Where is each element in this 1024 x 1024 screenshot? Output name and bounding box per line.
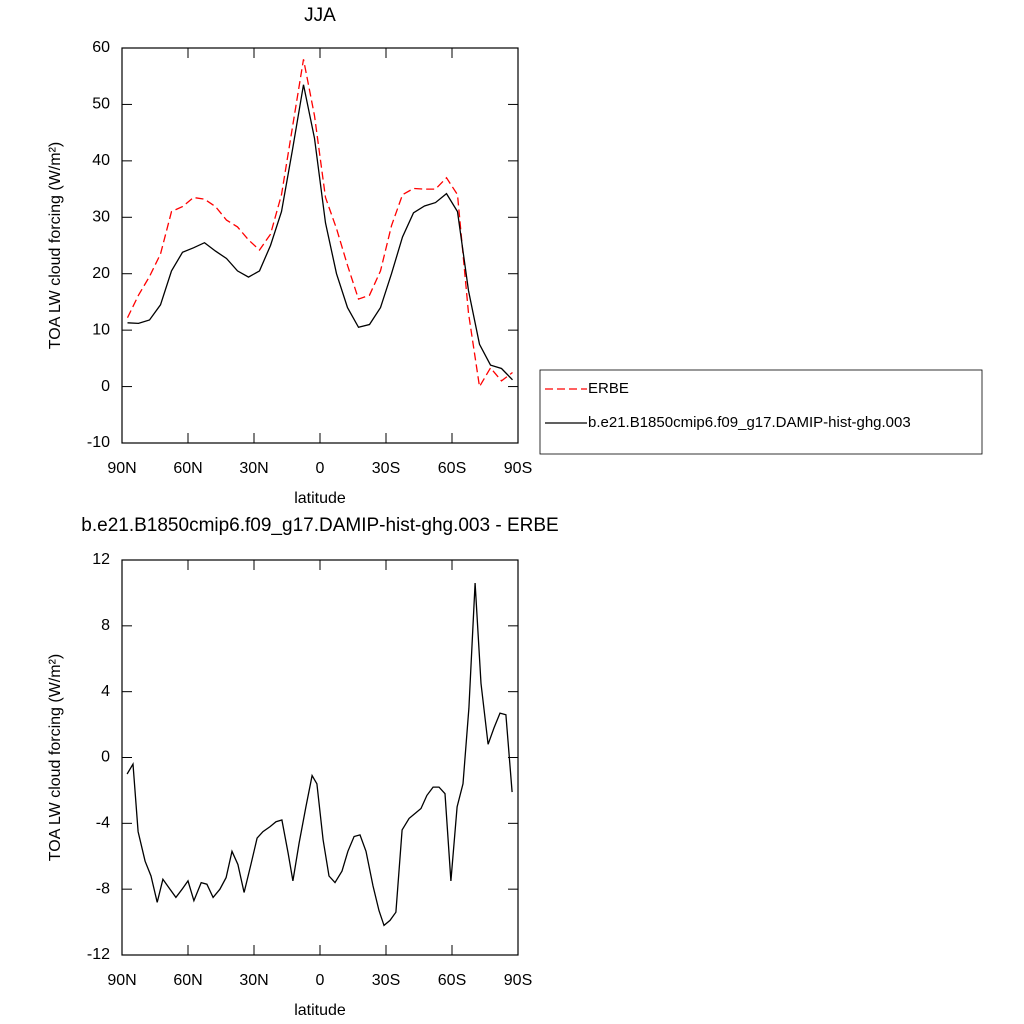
y-tick-label: 40 xyxy=(92,152,110,169)
x-tick-label: 0 xyxy=(316,972,325,989)
chart-title: b.e21.B1850cmip6.f09_g17.DAMIP-hist-ghg.… xyxy=(81,515,558,536)
legend-box xyxy=(539,369,983,455)
x-axis-label: latitude xyxy=(294,490,346,507)
y-tick-label: -4 xyxy=(96,815,110,832)
x-tick-label: 30S xyxy=(372,972,400,989)
x-tick-label: 60S xyxy=(438,972,466,989)
y-tick-label: 8 xyxy=(101,617,110,634)
y-tick-label: 12 xyxy=(92,551,110,568)
y-tick-label: 60 xyxy=(92,39,110,56)
y-tick-label: 20 xyxy=(92,265,110,282)
y-tick-label: 4 xyxy=(101,683,110,700)
y-tick-label: -12 xyxy=(87,946,110,963)
chart-title: JJA xyxy=(304,5,336,26)
data-line xyxy=(126,59,513,389)
legend-label: ERBE xyxy=(588,380,629,397)
x-axis-label: latitude xyxy=(294,1002,346,1019)
y-tick-label: 10 xyxy=(92,321,110,338)
x-tick-label: 60S xyxy=(438,460,466,477)
data-line xyxy=(127,84,513,381)
y-tick-label: 0 xyxy=(101,749,110,766)
x-tick-label: 60N xyxy=(173,460,202,477)
x-tick-label: 30S xyxy=(372,460,400,477)
y-axis-label: TOA LW cloud forcing (W/m²) xyxy=(47,654,64,861)
x-tick-label: 60N xyxy=(173,972,202,989)
y-tick-label: -8 xyxy=(96,880,110,897)
x-tick-label: 30N xyxy=(239,972,268,989)
plot-frame xyxy=(121,559,519,956)
x-tick-label: 90N xyxy=(107,972,136,989)
x-tick-label: 90N xyxy=(107,460,136,477)
x-tick-label: 0 xyxy=(316,460,325,477)
y-tick-label: 0 xyxy=(101,378,110,395)
x-tick-label: 90S xyxy=(504,972,532,989)
y-tick-label: -10 xyxy=(87,434,110,451)
x-tick-label: 90S xyxy=(504,460,532,477)
legend: ERBE b.e21.B1850cmip6.f09_g17.DAMIP-hist-… xyxy=(539,369,983,455)
y-axis-label: TOA LW cloud forcing (W/m²) xyxy=(47,142,64,349)
plot-frame xyxy=(121,47,519,444)
y-tick-label: 50 xyxy=(92,96,110,113)
y-tick-label: 30 xyxy=(92,209,110,226)
legend-label: b.e21.B1850cmip6.f09_g17.DAMIP-hist-ghg.… xyxy=(588,414,911,431)
x-tick-label: 30N xyxy=(239,460,268,477)
data-line xyxy=(126,582,513,927)
